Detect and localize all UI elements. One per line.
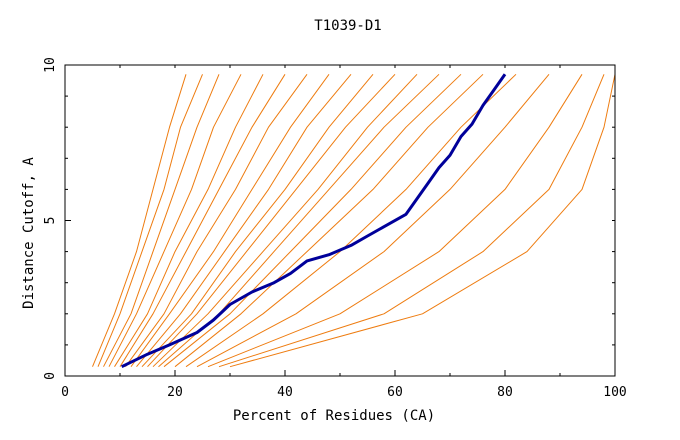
series-line-1 [92, 74, 187, 367]
series-line-6 [119, 74, 286, 367]
series-line-14 [163, 73, 462, 368]
series-line-7 [125, 74, 308, 367]
x-tick-label: 20 [167, 385, 183, 400]
series-line-10 [141, 73, 374, 368]
y-tick-label: 10 [43, 57, 58, 73]
y-axis-label: Distance Cutoff, A [21, 157, 37, 309]
series-line-3 [103, 74, 220, 367]
series-line-15 [174, 73, 484, 368]
series-line-4 [108, 74, 242, 367]
x-tick-label: 0 [61, 385, 69, 400]
series-line-17 [196, 73, 550, 368]
series-line-2 [97, 74, 203, 367]
series-line-12 [152, 73, 418, 368]
y-tick-label: 0 [43, 372, 58, 380]
x-tick-label: 100 [603, 385, 626, 400]
chart-title: T1039-D1 [314, 18, 381, 34]
x-tick-label: 40 [277, 385, 293, 400]
x-tick-label: 60 [387, 385, 403, 400]
series-layer [92, 73, 616, 369]
series-line-8 [130, 74, 330, 367]
highlight-series-line [121, 73, 507, 369]
series-line-5 [114, 74, 264, 367]
y-tick-label: 5 [43, 217, 58, 225]
series-line-19 [218, 74, 605, 368]
x-axis: 0 20 40 60 80 100 [61, 65, 627, 400]
y-axis: 0 5 10 [43, 57, 615, 380]
series-line-11 [147, 73, 396, 368]
series-line-16 [185, 73, 517, 368]
series-line-20 [229, 74, 616, 368]
series-line-18 [207, 74, 583, 368]
series-line-9 [136, 73, 352, 368]
x-tick-label: 80 [497, 385, 513, 400]
x-axis-label: Percent of Residues (CA) [233, 408, 435, 424]
